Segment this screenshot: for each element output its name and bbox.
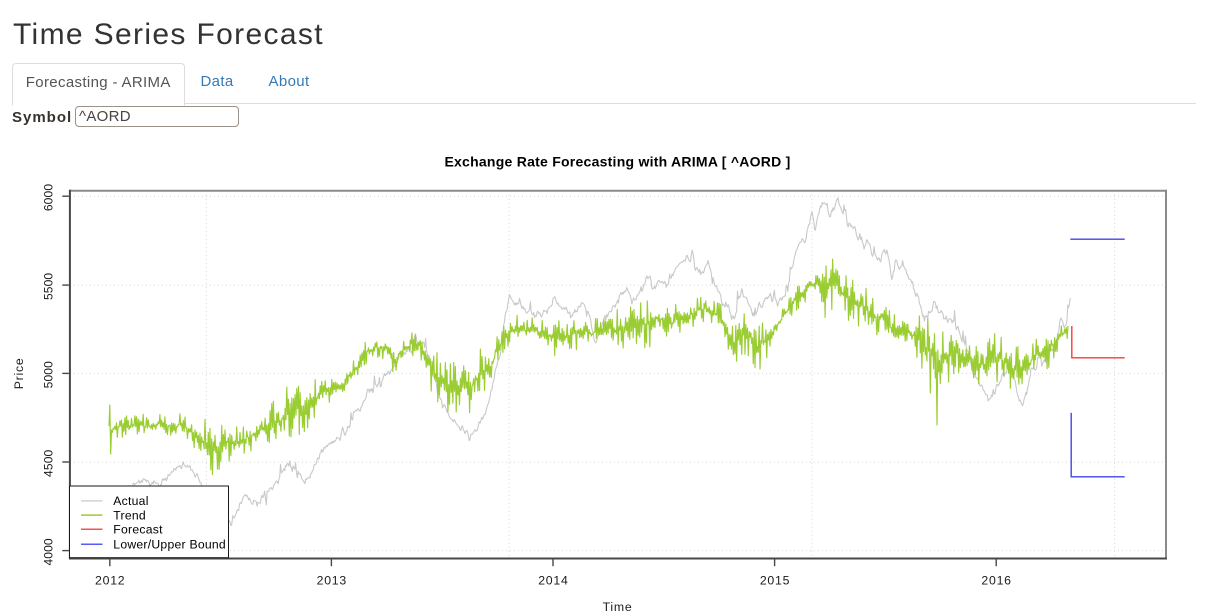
svg-text:Forecast: Forecast — [113, 523, 163, 537]
svg-text:Actual: Actual — [113, 494, 148, 508]
svg-text:4000: 4000 — [42, 538, 56, 565]
svg-text:5500: 5500 — [42, 273, 56, 300]
svg-text:Price: Price — [12, 358, 26, 390]
svg-text:2013: 2013 — [317, 573, 347, 587]
svg-text:Exchange Rate Forecasting with: Exchange Rate Forecasting with ARIMA [ ^… — [444, 154, 790, 170]
svg-text:6000: 6000 — [42, 184, 56, 211]
svg-text:5000: 5000 — [42, 361, 56, 388]
svg-text:Time: Time — [603, 600, 633, 613]
svg-text:2016: 2016 — [981, 573, 1011, 587]
svg-text:Lower/Upper Bound: Lower/Upper Bound — [113, 538, 226, 552]
svg-text:Trend: Trend — [113, 508, 146, 522]
svg-text:4500: 4500 — [42, 449, 56, 476]
svg-text:2014: 2014 — [538, 573, 568, 587]
svg-text:2015: 2015 — [760, 573, 790, 587]
svg-text:2012: 2012 — [95, 573, 125, 587]
